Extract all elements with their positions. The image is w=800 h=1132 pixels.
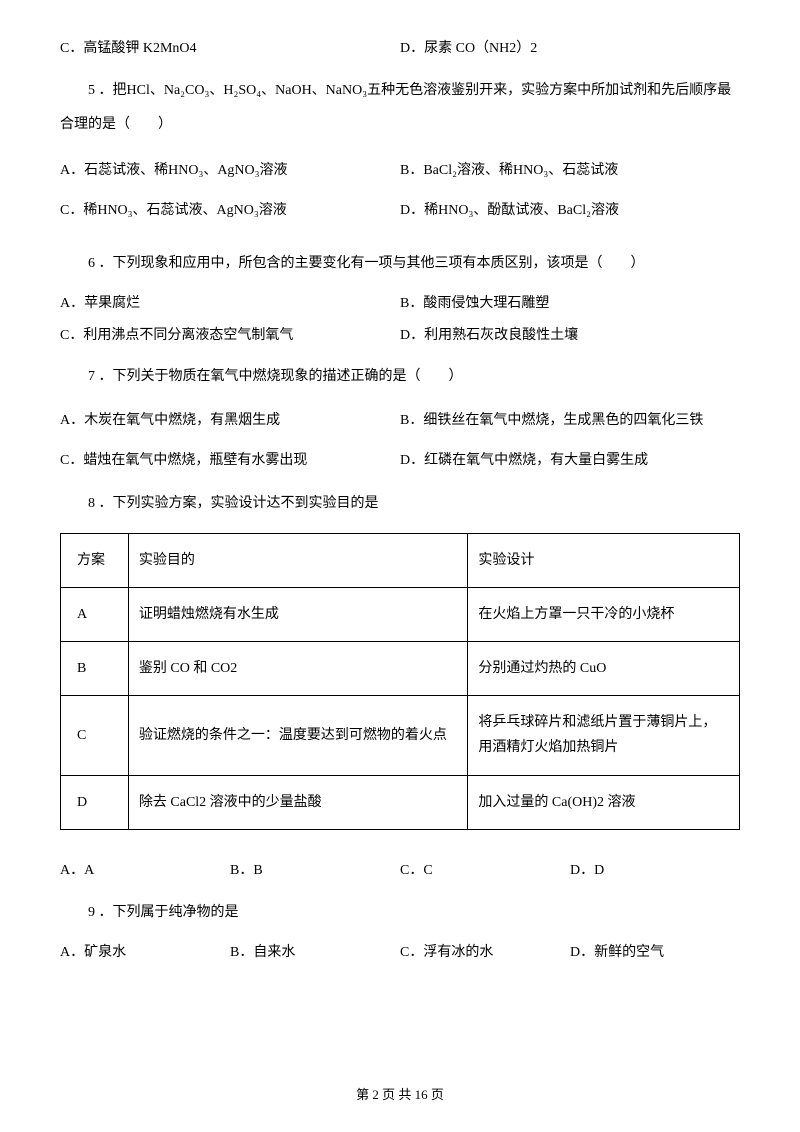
table-header-row: 方案 实验目的 实验设计 [61, 533, 740, 587]
q7-stem: 7 ．下列关于物质在氧气中燃烧现象的描述正确的是（ ） [60, 360, 740, 394]
q9-stem: 9 ．下列属于纯净物的是 [60, 896, 740, 930]
q7-options-row1: A．木炭在氧气中燃烧，有黑烟生成 B．细铁丝在氧气中燃烧，生成黑色的四氧化三铁 [60, 406, 740, 437]
table-row: D 除去 CaCl2 溶液中的少量盐酸 加入过量的 Ca(OH)2 溶液 [61, 775, 740, 829]
q9-options-row: A．矿泉水 B．自来水 C．浮有冰的水 D．新鲜的空气 [60, 942, 740, 964]
q9-option-d: D．新鲜的空气 [570, 942, 740, 964]
cell-plan-a: A [61, 587, 129, 641]
cell-purpose-b: 鉴别 CO 和 CO2 [128, 642, 468, 696]
q5-option-c: C．稀HNO₃、石蕊试液、AgNO₃溶液 [60, 196, 400, 227]
q4-option-c: C．高锰酸钾 K2MnO4 [60, 38, 400, 60]
q8-table: 方案 实验目的 实验设计 A 证明蜡烛燃烧有水生成 在火焰上方罩一只干冷的小烧杯… [60, 533, 740, 830]
cell-plan-d: D [61, 775, 129, 829]
q8-choice-d: D．D [570, 860, 740, 882]
q4-option-d: D．尿素 CO（NH2）2 [400, 38, 740, 60]
header-plan: 方案 [61, 533, 129, 587]
q4-options-row: C．高锰酸钾 K2MnO4 D．尿素 CO（NH2）2 [60, 38, 740, 60]
q6-option-c: C．利用沸点不同分离液态空气制氧气 [60, 323, 400, 350]
header-design: 实验设计 [468, 533, 740, 587]
header-purpose: 实验目的 [128, 533, 468, 587]
q9-option-c: C．浮有冰的水 [400, 942, 570, 964]
table-row: A 证明蜡烛燃烧有水生成 在火焰上方罩一只干冷的小烧杯 [61, 587, 740, 641]
cell-purpose-d: 除去 CaCl2 溶液中的少量盐酸 [128, 775, 468, 829]
cell-purpose-a: 证明蜡烛燃烧有水生成 [128, 587, 468, 641]
q8-choice-c: C．C [400, 860, 570, 882]
q8-stem: 8 ．下列实验方案，实验设计达不到实验目的是 [60, 487, 740, 521]
q8-choice-b: B．B [230, 860, 400, 882]
page-footer: 第 2 页 共 16 页 [0, 1085, 800, 1106]
cell-purpose-c: 验证燃烧的条件之一：温度要达到可燃物的着火点 [128, 696, 468, 775]
q6-option-d: D．利用熟石灰改良酸性土壤 [400, 323, 740, 350]
q6-stem: 6 ．下列现象和应用中，所包含的主要变化有一项与其他三项有本质区别，该项是（ ） [60, 247, 740, 281]
table-row: B 鉴别 CO 和 CO2 分别通过灼热的 CuO [61, 642, 740, 696]
q9-option-b: B．自来水 [230, 942, 400, 964]
q7-options-row2: C．蜡烛在氧气中燃烧，瓶壁有水雾出现 D．红磷在氧气中燃烧，有大量白雾生成 [60, 446, 740, 477]
q6-option-a: A．苹果腐烂 [60, 291, 400, 318]
cell-plan-b: B [61, 642, 129, 696]
q5-stem: 5 ．把HCl、Na₂CO₃、H₂SO₄、NaOH、NaNO₃五种无色溶液鉴别开… [60, 74, 740, 141]
q7-option-c: C．蜡烛在氧气中燃烧，瓶壁有水雾出现 [60, 446, 400, 477]
q5-options-row1: A．石蕊试液、稀HNO₃、AgNO₃溶液 B．BaCl₂溶液、稀HNO₃、石蕊试… [60, 156, 740, 187]
q5-options-row2: C．稀HNO₃、石蕊试液、AgNO₃溶液 D．稀HNO₃、酚酞试液、BaCl₂溶… [60, 196, 740, 227]
cell-design-a: 在火焰上方罩一只干冷的小烧杯 [468, 587, 740, 641]
q5-option-a: A．石蕊试液、稀HNO₃、AgNO₃溶液 [60, 156, 400, 187]
cell-design-d: 加入过量的 Ca(OH)2 溶液 [468, 775, 740, 829]
q6-option-b: B．酸雨侵蚀大理石雕塑 [400, 291, 740, 318]
q7-option-a: A．木炭在氧气中燃烧，有黑烟生成 [60, 406, 400, 437]
q6-options-row2: C．利用沸点不同分离液态空气制氧气 D．利用熟石灰改良酸性土壤 [60, 323, 740, 350]
table-row: C 验证燃烧的条件之一：温度要达到可燃物的着火点 将乒乓球碎片和滤纸片置于薄铜片… [61, 696, 740, 775]
q5-option-d: D．稀HNO₃、酚酞试液、BaCl₂溶液 [400, 196, 740, 227]
cell-design-c: 将乒乓球碎片和滤纸片置于薄铜片上，用酒精灯火焰加热铜片 [468, 696, 740, 775]
q9-option-a: A．矿泉水 [60, 942, 230, 964]
q7-option-d: D．红磷在氧气中燃烧，有大量白雾生成 [400, 446, 740, 477]
q5-option-b: B．BaCl₂溶液、稀HNO₃、石蕊试液 [400, 156, 740, 187]
q6-options-row1: A．苹果腐烂 B．酸雨侵蚀大理石雕塑 [60, 291, 740, 318]
cell-plan-c: C [61, 696, 129, 775]
q8-choices-row: A．A B．B C．C D．D [60, 860, 740, 882]
cell-design-b: 分别通过灼热的 CuO [468, 642, 740, 696]
q8-choice-a: A．A [60, 860, 230, 882]
q7-option-b: B．细铁丝在氧气中燃烧，生成黑色的四氧化三铁 [400, 409, 740, 433]
